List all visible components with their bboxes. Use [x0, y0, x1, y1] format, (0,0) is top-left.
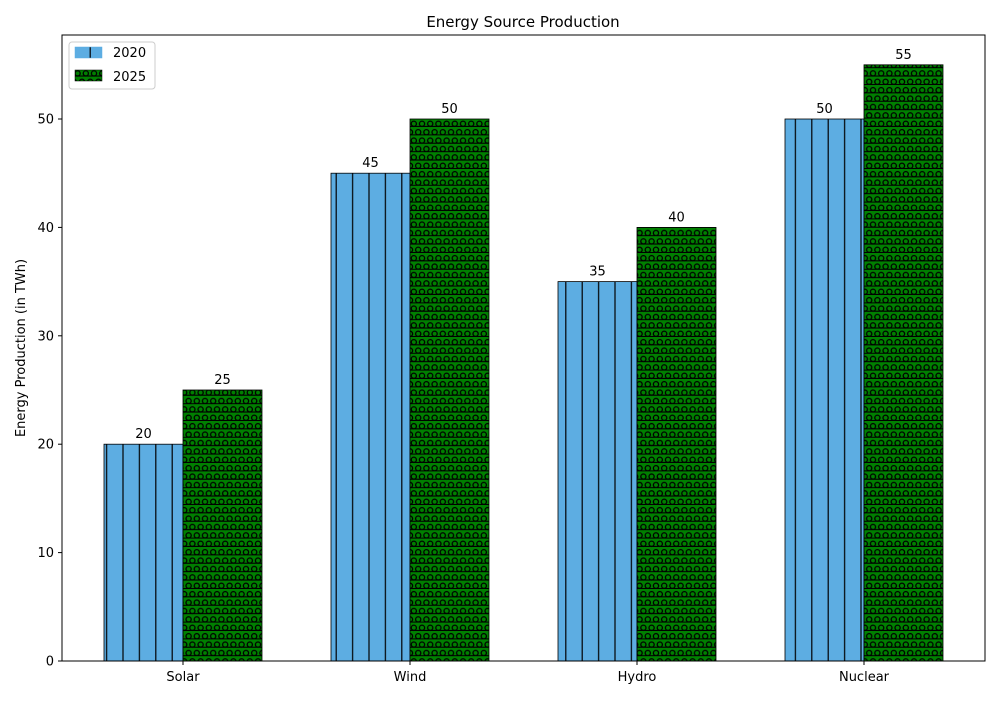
chart-title: Energy Source Production [426, 13, 619, 31]
y-tick-label-50: 50 [37, 113, 54, 128]
bar-nuclear-2020 [784, 118, 865, 662]
data-label-wind-2025: 50 [441, 102, 458, 117]
y-axis: 0 10 20 30 40 50 [37, 113, 62, 670]
data-label-solar-2020: 20 [135, 427, 152, 442]
bar-wind-2020 [330, 172, 411, 662]
data-label-nuclear-2020: 50 [816, 102, 833, 117]
plot-area-frame [61, 34, 986, 662]
data-label-hydro-2020: 35 [589, 265, 606, 280]
x-axis: Solar Wind Hydro Nuclear [166, 661, 890, 685]
legend-swatch-2025 [74, 69, 103, 82]
bar-hydro-2020 [557, 281, 638, 662]
bar-solar-2020 [103, 443, 184, 662]
bars-layer [103, 64, 944, 662]
legend-swatch-2020 [74, 46, 103, 59]
y-tick-label-30: 30 [37, 329, 54, 344]
y-tick-label-10: 10 [37, 546, 54, 561]
x-tick-label-nuclear: Nuclear [839, 670, 890, 685]
y-tick-label-20: 20 [37, 438, 54, 453]
y-tick-label-40: 40 [37, 221, 54, 236]
data-labels-layer: 20 25 45 50 35 40 50 55 [135, 48, 912, 442]
legend: 2020 2025 [68, 41, 156, 90]
y-axis-label: Energy Production (in TWh) [14, 259, 29, 437]
legend-label-2025: 2025 [113, 70, 146, 85]
data-label-solar-2025: 25 [214, 373, 231, 388]
x-tick-label-wind: Wind [394, 670, 427, 685]
legend-label-2020: 2020 [113, 46, 146, 61]
x-tick-label-solar: Solar [166, 670, 200, 685]
bar-solar-2025 [182, 389, 263, 662]
data-label-hydro-2025: 40 [668, 210, 685, 225]
y-tick-label-0: 0 [46, 655, 54, 670]
data-label-wind-2020: 45 [362, 156, 379, 171]
bar-hydro-2025 [636, 227, 717, 662]
x-tick-label-hydro: Hydro [618, 670, 657, 685]
bar-wind-2025 [409, 118, 490, 662]
data-label-nuclear-2025: 55 [895, 48, 912, 63]
bar-nuclear-2025 [863, 64, 944, 662]
